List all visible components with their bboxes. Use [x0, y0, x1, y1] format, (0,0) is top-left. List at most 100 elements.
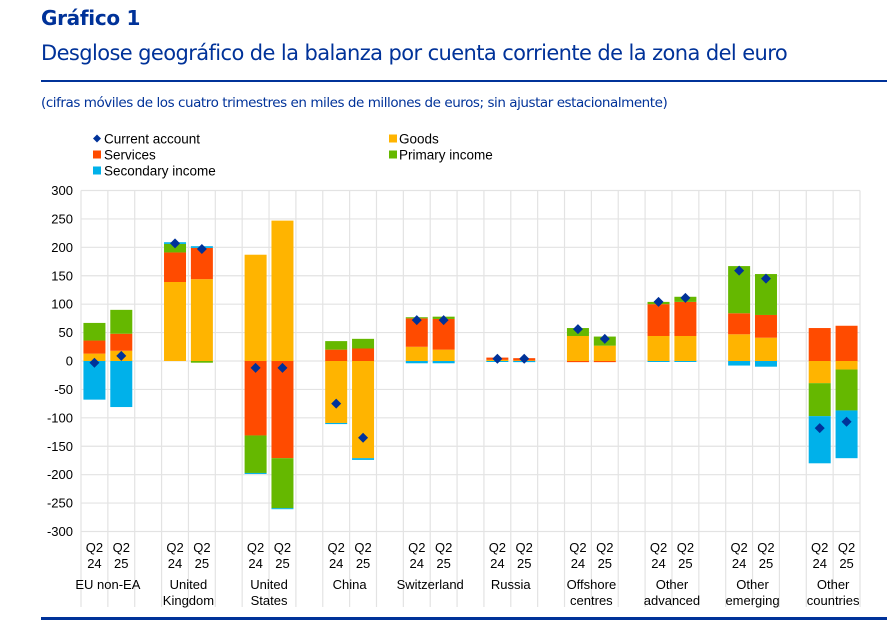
x-group-label-offshore-centres: centres [570, 593, 613, 608]
chart-subtitle: (cifras móviles de los cuatro trimestres… [41, 95, 668, 111]
bar-primary-income-eu-non-ea-Q2-25 [110, 309, 133, 334]
x-tick-quarter: Q2 [86, 540, 103, 555]
x-tick-quarter: Q2 [166, 540, 183, 555]
current-account-markers [89, 238, 852, 443]
x-tick-quarter: Q2 [730, 540, 747, 555]
current-account-marker-united-states-Q2-24 [250, 362, 261, 373]
bar-goods-other-countries-Q2-25 [835, 361, 858, 370]
bar-secondary-income-eu-non-ea-Q2-25 [110, 361, 133, 408]
bar-primary-income-united-states-Q2-25 [271, 458, 294, 509]
bar-goods-china-Q2-25 [352, 361, 375, 459]
bar-goods-other-emerging-Q2-25 [754, 337, 777, 361]
x-tick-quarter: Q2 [596, 540, 613, 555]
bar-secondary-income-other-countries-Q2-24 [808, 416, 831, 464]
x-group-label-offshore-centres: Offshore [567, 577, 617, 592]
y-tick-label: 250 [51, 211, 73, 226]
y-tick-label: 200 [51, 240, 73, 255]
x-tick-year: 24 [651, 556, 665, 571]
current-account-marker-other-countries-Q2-24 [814, 423, 825, 434]
x-tick-quarter: Q2 [811, 540, 828, 555]
x-tick-quarter: Q2 [408, 540, 425, 555]
bar-goods-offshore-centres-Q2-24 [566, 335, 589, 361]
y-tick-label: -200 [47, 467, 73, 482]
legend-diamond-icon [93, 134, 101, 143]
x-tick-quarter: Q2 [247, 540, 264, 555]
x-tick-quarter: Q2 [677, 540, 694, 555]
x-tick-year: 25 [759, 556, 773, 571]
bar-goods-offshore-centres-Q2-25 [593, 345, 616, 361]
x-tick-year: 25 [114, 556, 128, 571]
current-account-marker-other-advanced-Q2-25 [680, 292, 691, 303]
footer-rule [41, 617, 887, 620]
bar-primary-income-eu-non-ea-Q2-24 [83, 322, 106, 341]
y-tick-label: 300 [51, 183, 73, 198]
bar-secondary-income-united-states-Q2-24 [244, 472, 267, 474]
bar-secondary-income-other-countries-Q2-25 [835, 410, 858, 459]
bar-goods-other-advanced-Q2-24 [647, 335, 670, 361]
bar-services-united-states-Q2-24 [244, 361, 267, 436]
bar-services-offshore-centres-Q2-25 [593, 361, 616, 363]
current-account-marker-china-Q2-25 [358, 432, 369, 443]
x-tick-quarter: Q2 [650, 540, 667, 555]
y-axis-ticks: 300 250 200 150 100 50 0 -50 -100 -150 -200 -250 -30… [47, 183, 73, 539]
bar-services-eu-non-ea-Q2-25 [110, 333, 133, 351]
legend-label-goods: Goods [399, 132, 439, 147]
y-tick-label: -100 [47, 410, 73, 425]
y-tick-label: 100 [51, 297, 73, 312]
bar-secondary-income-other-advanced-Q2-25 [674, 361, 697, 362]
x-group-label-other-advanced: advanced [644, 593, 700, 608]
bar-primary-income-other-countries-Q2-25 [835, 369, 858, 411]
current-account-marker-united-kingdom-Q2-24 [170, 238, 181, 249]
current-account-marker-other-countries-Q2-25 [841, 416, 852, 427]
bar-goods-united-states-Q2-24 [244, 254, 267, 361]
x-group-label-united-states: States [251, 593, 288, 608]
bar-services-united-kingdom-Q2-24 [164, 252, 187, 283]
bar-services-other-emerging-Q2-24 [728, 313, 751, 335]
x-tick-quarter: Q2 [193, 540, 210, 555]
legend-swatch-goods [389, 134, 397, 143]
x-tick-quarter: Q2 [113, 540, 130, 555]
x-group-label-other-emerging: Other [736, 577, 769, 592]
x-group-label-china: China [333, 577, 368, 592]
bar-secondary-income-other-emerging-Q2-25 [754, 361, 777, 367]
bar-goods-united-kingdom-Q2-24 [164, 282, 187, 361]
bar-primary-income-other-emerging-Q2-25 [754, 274, 777, 315]
x-group-label-eu-non-ea: EU non-EA [75, 577, 140, 592]
bar-goods-united-states-Q2-25 [271, 220, 294, 361]
x-tick-quarter: Q2 [274, 540, 291, 555]
x-tick-quarter: Q2 [569, 540, 586, 555]
x-tick-year: 25 [195, 556, 209, 571]
x-group-label-other-advanced: Other [656, 577, 689, 592]
legend-label-current-account: Current account [104, 132, 200, 147]
bar-services-other-countries-Q2-25 [835, 325, 858, 361]
legend-label-primary-income: Primary income [399, 148, 493, 163]
x-tick-quarter: Q2 [435, 540, 452, 555]
bar-secondary-income-other-advanced-Q2-24 [647, 361, 670, 362]
bar-secondary-income-switzerland-Q2-25 [432, 361, 455, 364]
current-account-marker-offshore-centres-Q2-25 [599, 333, 610, 344]
legend-item-services: Services [93, 148, 156, 163]
legend-item-current-account: Current account [93, 132, 200, 147]
x-tick-year: 24 [410, 556, 424, 571]
x-tick-year: 24 [329, 556, 343, 571]
current-account-marker-offshore-centres-Q2-24 [572, 324, 583, 335]
x-group-label-other-countries: countries [807, 593, 860, 608]
current-account-marker-eu-non-ea-Q2-25 [116, 350, 127, 361]
x-tick-quarter: Q2 [757, 540, 774, 555]
y-tick-label: 50 [59, 325, 73, 340]
bar-services-switzerland-Q2-25 [432, 318, 455, 350]
current-account-marker-russia-Q2-24 [492, 353, 503, 364]
current-account-marker-other-emerging-Q2-25 [760, 273, 771, 284]
current-account-marker-united-states-Q2-25 [277, 362, 288, 373]
x-tick-year: 24 [168, 556, 182, 571]
x-tick-year: 24 [571, 556, 585, 571]
x-tick-year: 25 [275, 556, 289, 571]
bar-secondary-income-united-states-Q2-25 [271, 508, 294, 510]
title-rule [41, 80, 887, 82]
x-tick-year: 24 [812, 556, 826, 571]
legend-item-goods: Goods [389, 132, 439, 147]
bar-secondary-income-other-emerging-Q2-24 [728, 361, 751, 366]
legend-swatch-primary-income [389, 150, 397, 159]
x-tick-year: 24 [248, 556, 262, 571]
